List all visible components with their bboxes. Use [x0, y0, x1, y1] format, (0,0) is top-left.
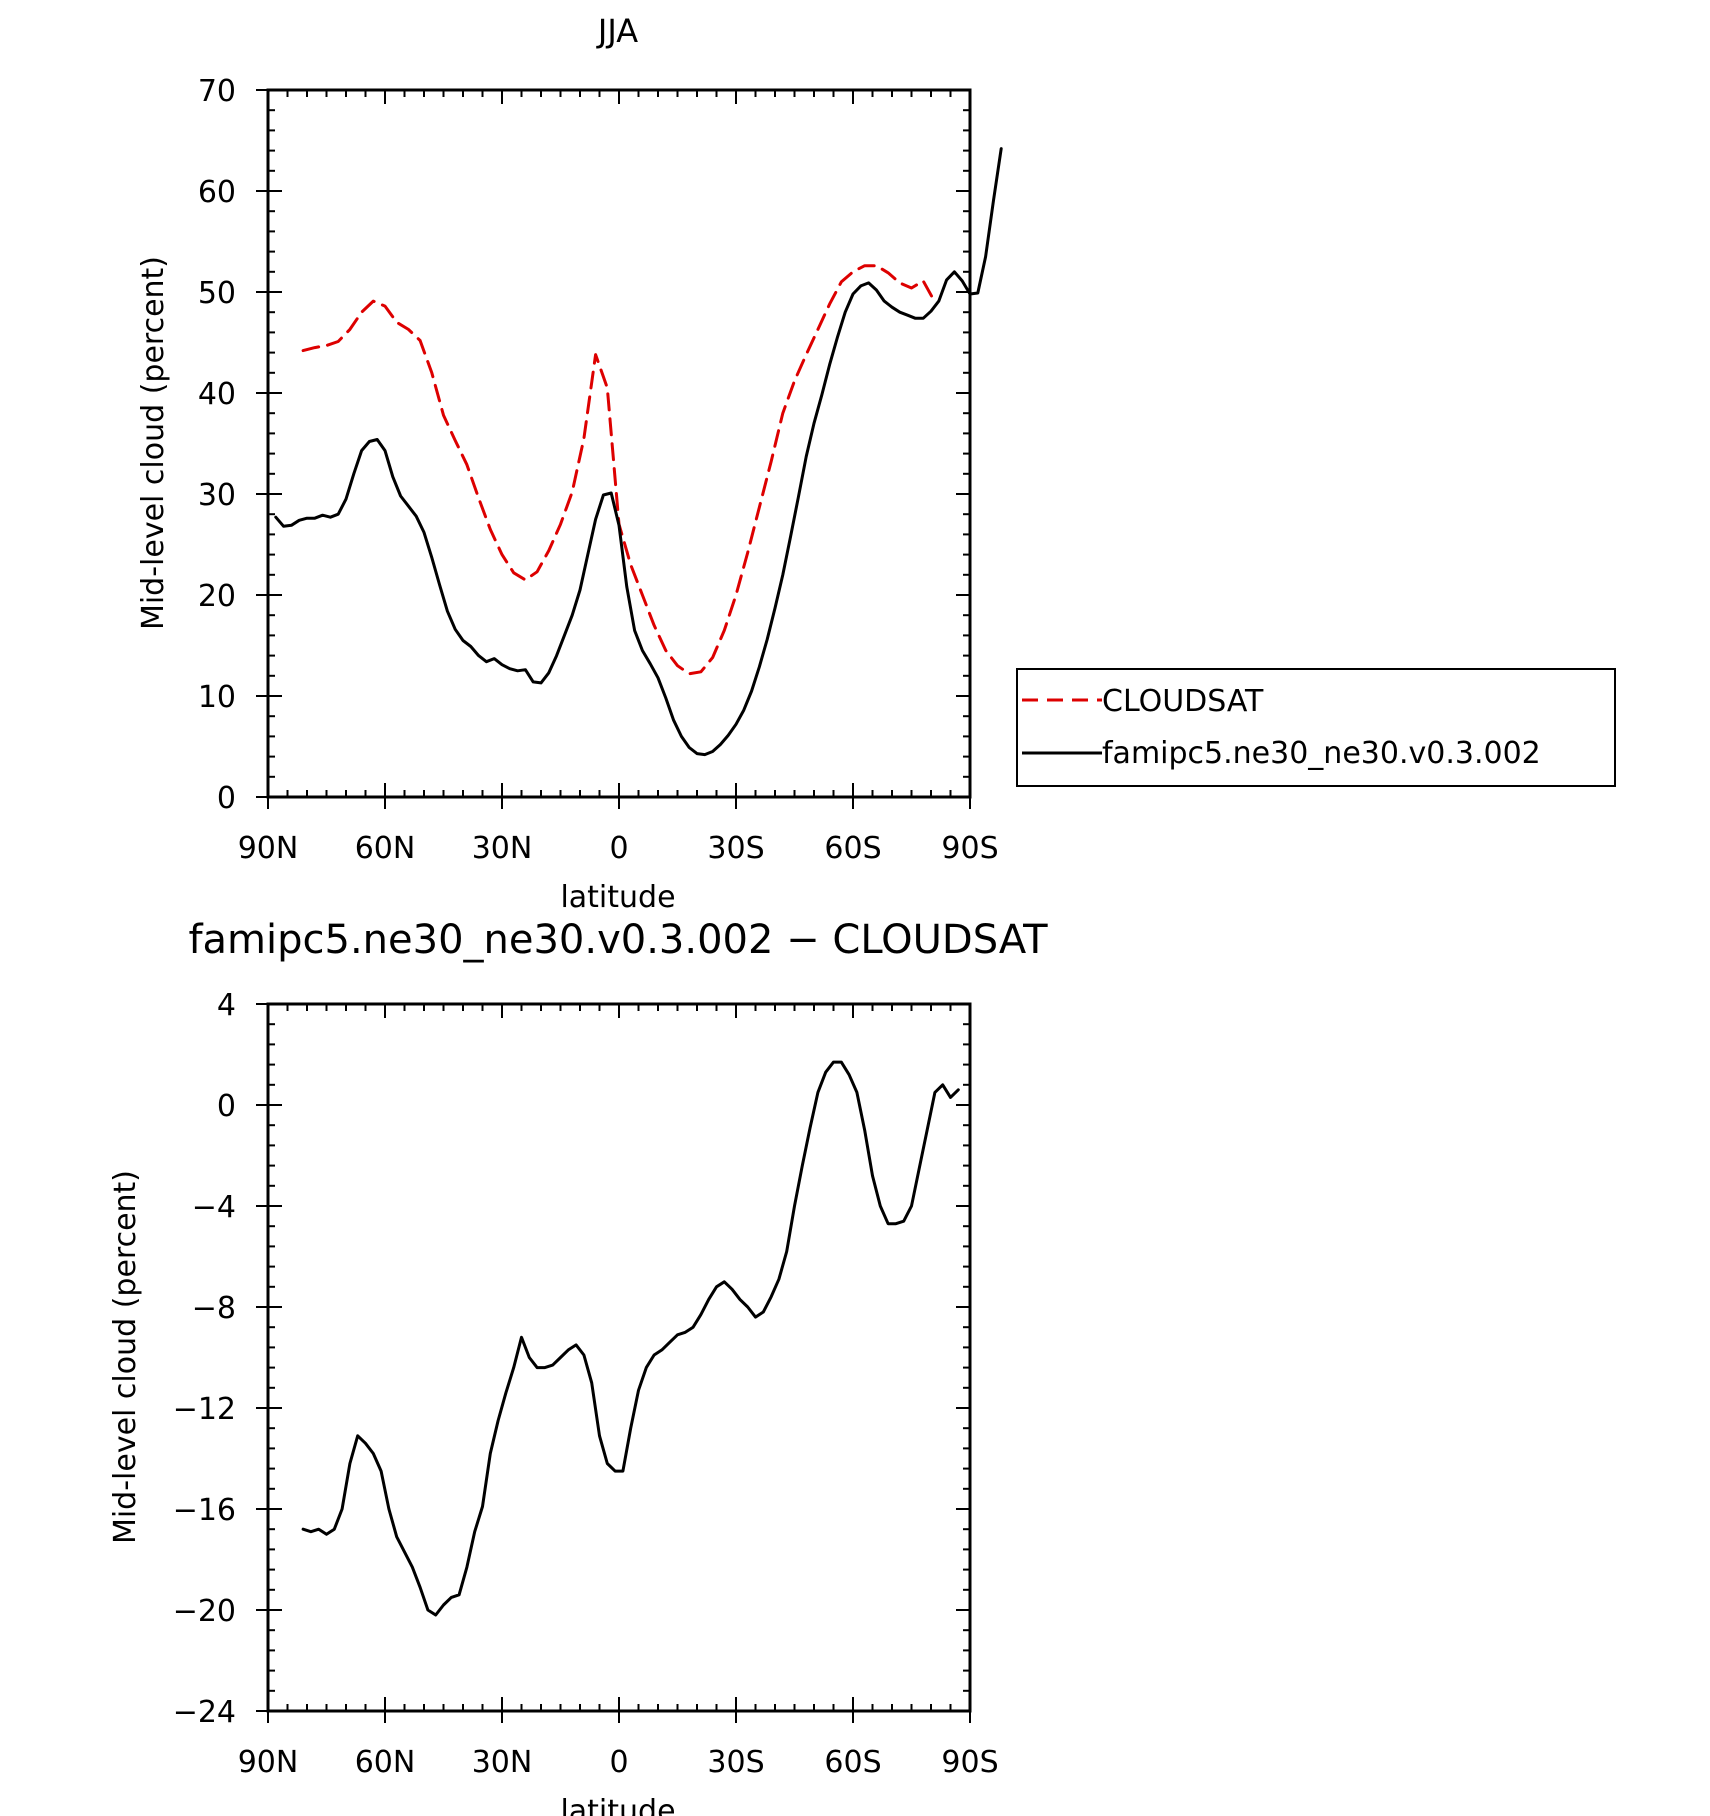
axis-tick-labels: 90N 60N 30N 0 30S 60S 90S 0 10 20 30 40 50 60 70 — [198, 74, 999, 866]
series-group — [301, 1060, 960, 1617]
y-tick-label: 70 — [198, 74, 236, 109]
y-tick-label: 10 — [198, 680, 236, 715]
panel-top: JJA 90N 60N 30N 0 30S 60S 90S 0 10 20 30 40 50 60 70 l… — [136, 12, 1003, 915]
x-tick-label: 60S — [824, 1745, 881, 1780]
y-axis-label: Mid-level cloud (percent) — [108, 1170, 143, 1544]
series-line-1 — [274, 147, 1003, 757]
y-tick-label: 30 — [198, 478, 236, 513]
x-tick-label: 0 — [609, 831, 628, 866]
y-tick-label: 60 — [198, 175, 236, 210]
legend: CLOUDSAT famipc5.ne30_ne30.v0.3.002 — [1016, 668, 1616, 787]
x-tick-label: 60N — [355, 1745, 416, 1780]
y-tick-label: −12 — [173, 1392, 236, 1427]
y-tick-label: −16 — [173, 1493, 236, 1528]
y-axis-label: Mid-level cloud (percent) — [136, 256, 171, 630]
series-line-0 — [301, 1060, 960, 1617]
legend-label-model: famipc5.ne30_ne30.v0.3.002 — [1102, 736, 1541, 771]
legend-label-cloudsat: CLOUDSAT — [1102, 684, 1264, 719]
panel-bottom: famipc5.ne30_ne30.v0.3.002 − CLOUDSAT 90… — [108, 917, 1048, 1816]
x-tick-label: 30S — [707, 831, 764, 866]
x-tick-label: 60S — [824, 831, 881, 866]
x-axis-label: latitude — [560, 1794, 675, 1816]
chart-title: JJA — [596, 12, 638, 50]
x-tick-label: 90N — [238, 1745, 299, 1780]
legend-box — [1016, 668, 1616, 787]
series-group — [274, 147, 1003, 757]
plot-frame — [266, 1002, 972, 1713]
x-tick-label: 0 — [609, 1745, 628, 1780]
x-tick-label: 90S — [941, 1745, 998, 1780]
x-tick-label: 30S — [707, 1745, 764, 1780]
plot-frame — [266, 88, 972, 799]
y-tick-label: 50 — [198, 276, 236, 311]
x-axis-label: latitude — [560, 880, 675, 915]
chart-title: famipc5.ne30_ne30.v0.3.002 − CLOUDSAT — [188, 917, 1048, 963]
y-tick-label: −20 — [173, 1594, 236, 1629]
x-tick-label: 30N — [472, 831, 533, 866]
y-tick-label: −8 — [192, 1291, 236, 1326]
y-tick-label: 0 — [217, 1089, 236, 1124]
axis-ticks — [256, 1003, 971, 1723]
y-tick-label: 0 — [217, 781, 236, 816]
y-tick-label: 4 — [217, 988, 236, 1023]
axis-tick-labels: 90N 60N 30N 0 30S 60S 90S 4 0 −4 −8 −12 −16 −20 −24 — [173, 988, 999, 1780]
y-tick-label: −4 — [192, 1190, 236, 1225]
y-tick-label: −24 — [173, 1695, 236, 1730]
x-tick-label: 30N — [472, 1745, 533, 1780]
y-tick-label: 40 — [198, 377, 236, 412]
x-tick-label: 90S — [941, 831, 998, 866]
y-tick-label: 20 — [198, 579, 236, 614]
x-tick-label: 60N — [355, 831, 416, 866]
x-tick-label: 90N — [238, 831, 299, 866]
